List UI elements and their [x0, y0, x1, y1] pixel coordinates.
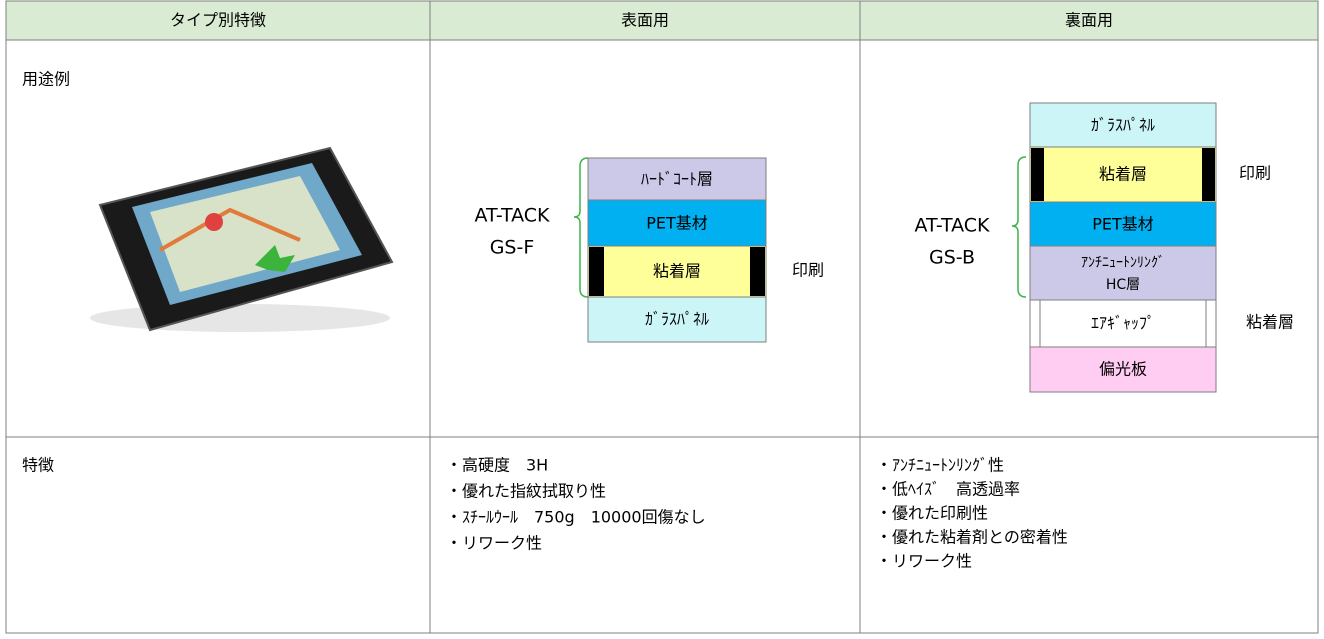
row-label: 用途例 — [22, 70, 70, 89]
layer-label: 粘着層 — [653, 262, 701, 281]
feature-item: ・優れた粘着剤との密着性 — [876, 528, 1068, 547]
feature-item: ・ｽﾁｰﾙｳｰﾙ 750g 10000回傷なし — [446, 508, 706, 527]
layer-label: HC層 — [1106, 277, 1140, 293]
layer-label: 偏光板 — [1099, 360, 1147, 379]
layer-label: ﾊｰﾄﾞｺｰﾄ層 — [641, 170, 713, 189]
side-label: 粘着層 — [1246, 313, 1294, 332]
phone-image — [90, 146, 394, 332]
feature-item: ・リワーク性 — [876, 552, 972, 571]
feature-item: ・優れた印刷性 — [876, 504, 988, 523]
feature-item: ・優れた指紋拭取り性 — [446, 482, 606, 501]
header-bg — [6, 1, 1318, 40]
product-name: GS-B — [929, 247, 975, 269]
product-name: GS-F — [490, 237, 535, 259]
feature-item: ・リワーク性 — [446, 534, 542, 553]
layer-label: PET基材 — [1092, 215, 1154, 234]
layer-label: 粘着層 — [1099, 165, 1147, 184]
header-cell: タイプ別特徴 — [170, 11, 266, 30]
feature-item: ・ｱﾝﾁﾆｭｰﾄﾝﾘﾝｸﾞ性 — [876, 456, 1004, 475]
feature-item: ・高硬度 3H — [446, 456, 548, 475]
product-name: AT-TACK — [914, 215, 990, 237]
header-cell: 裏面用 — [1065, 11, 1113, 30]
side-label: 印刷 — [1239, 164, 1271, 183]
layer-label: ｶﾞﾗｽﾊﾟﾈﾙ — [645, 310, 709, 329]
product-name: AT-TACK — [474, 205, 550, 227]
row-label: 特徴 — [22, 456, 54, 475]
back-diagram — [1011, 102, 1217, 393]
feature-item: ・低ﾍｲｽﾞ 高透過率 — [876, 480, 1020, 499]
layer-label: ｴｱｷﾞｬｯﾌﾟ — [1091, 314, 1155, 333]
front-diagram — [573, 157, 767, 343]
feature-lists: ・高硬度 3H ・優れた指紋拭取り性・ｽﾁｰﾙｳｰﾙ 750g 10000回傷なし… — [446, 456, 1068, 571]
header-cell: 表面用 — [621, 11, 669, 30]
table-grid — [5, 0, 1319, 634]
layer-label: ｶﾞﾗｽﾊﾟﾈﾙ — [1091, 116, 1155, 135]
layer-label: ｱﾝﾁﾆｭｰﾄﾝﾘﾝｸﾞ — [1081, 255, 1165, 271]
layer-label: PET基材 — [646, 214, 708, 233]
side-label: 印刷 — [792, 261, 824, 280]
